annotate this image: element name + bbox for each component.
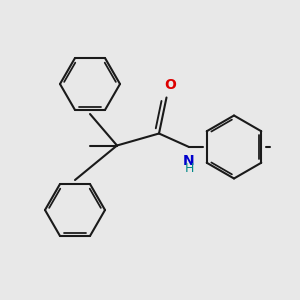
- Text: O: O: [164, 78, 176, 92]
- Text: N: N: [183, 154, 195, 168]
- Text: H: H: [184, 162, 194, 175]
